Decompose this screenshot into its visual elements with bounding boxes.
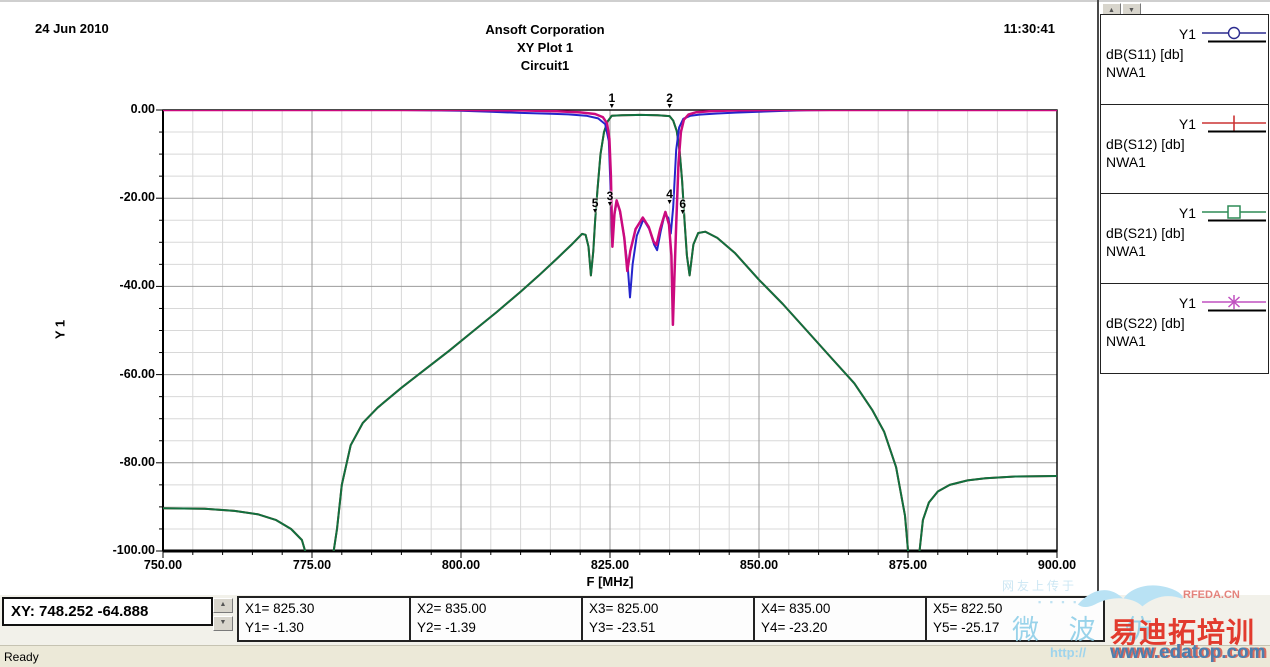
marker-x-value: X2= 835.00 xyxy=(417,601,487,616)
legend-trace-symbol-circle-icon xyxy=(1202,26,1266,43)
marker-value-box-1: X1= 825.30 Y1= -1.30 xyxy=(237,596,417,642)
marker-x-value: X5= 822.50 xyxy=(933,601,1003,616)
marker-x-value: X1= 825.30 xyxy=(245,601,315,616)
legend-axis-label: Y1 xyxy=(1178,115,1196,132)
report-date: 24 Jun 2010 xyxy=(35,21,109,36)
legend-entry-s12[interactable]: Y1 dB(S12) [db] NWA1 xyxy=(1100,103,1269,195)
curve-s11 xyxy=(163,110,1057,299)
legend-trace-symbol-square-icon xyxy=(1202,205,1266,222)
plot-title-block: Ansoft Corporation XY Plot 1 Circuit1 xyxy=(345,21,745,75)
status-ready-text: Ready xyxy=(4,650,39,664)
status-bar: Ready xyxy=(0,645,1270,667)
report-time: 11:30:41 xyxy=(1003,21,1055,36)
legend-axis-label: Y1 xyxy=(1178,295,1196,312)
xy-spinner-up-button[interactable]: ▲ xyxy=(213,598,233,613)
marker-y-value: Y2= -1.39 xyxy=(417,620,476,635)
legend-trace-symbol-plus-icon xyxy=(1202,115,1266,133)
marker-y-value: Y3= -23.51 xyxy=(589,620,656,635)
legend-entry-s21[interactable]: Y1 dB(S21) [db] NWA1 xyxy=(1100,193,1269,285)
legend-trace-source: NWA1 xyxy=(1106,243,1146,260)
legend-trace-symbol-asterisk-icon xyxy=(1202,295,1266,312)
legend-entry-s11[interactable]: Y1 dB(S11) [db] NWA1 xyxy=(1100,14,1269,105)
curve-s22 xyxy=(163,110,1057,327)
marker-y-value: Y5= -25.17 xyxy=(933,620,1000,635)
legend-trace-name: dB(S22) [db] xyxy=(1106,315,1185,332)
plot-name: XY Plot 1 xyxy=(516,40,574,55)
xy-spinner: ▲ ▼ xyxy=(213,598,233,634)
marker-x-value: X4= 835.00 xyxy=(761,601,831,616)
marker-value-box-3: X3= 825.00 Y3= -23.51 xyxy=(581,596,761,642)
xy-spinner-down-button[interactable]: ▼ xyxy=(213,616,233,631)
legend-trace-name: dB(S21) [db] xyxy=(1106,225,1185,242)
legend-trace-source: NWA1 xyxy=(1106,153,1146,170)
legend-entry-s22[interactable]: Y1 dB(S22) [db] NWA1 xyxy=(1100,283,1269,375)
legend-axis-label: Y1 xyxy=(1178,26,1196,42)
legend-panel: Y1 dB(S11) [db] NWA1 Y1 dB(S12) [db] NWA1 Y1 dB… xyxy=(1100,0,1270,596)
marker-readout-strip: XY: 748.252 -64.888 ▲ ▼ X1= 825.30 Y1= -1… xyxy=(0,595,1270,645)
marker-x-value: X3= 825.00 xyxy=(589,601,659,616)
legend-divider xyxy=(1097,0,1099,596)
design-name: Circuit1 xyxy=(520,58,570,73)
window-top-edge xyxy=(0,0,1270,2)
legend-trace-source: NWA1 xyxy=(1106,64,1146,80)
legend-trace-name: dB(S11) [db] xyxy=(1106,46,1184,62)
marker-y-value: Y1= -1.30 xyxy=(245,620,304,635)
marker-value-box-4: X4= 835.00 Y4= -23.20 xyxy=(753,596,933,642)
marker-value-box-2: X2= 835.00 Y2= -1.39 xyxy=(409,596,589,642)
marker-y-value: Y4= -23.20 xyxy=(761,620,828,635)
legend-trace-name: dB(S12) [db] xyxy=(1106,135,1185,152)
marker-value-box-5: X5= 822.50 Y5= -25.17 xyxy=(925,596,1105,642)
legend-axis-label: Y1 xyxy=(1178,205,1196,222)
curve-s21 xyxy=(163,113,1057,551)
xy-readout: XY: 748.252 -64.888 xyxy=(2,597,213,626)
company-name: Ansoft Corporation xyxy=(485,22,605,37)
x-axis-title: F [MHz] xyxy=(586,574,634,589)
legend-trace-source: NWA1 xyxy=(1106,333,1146,350)
